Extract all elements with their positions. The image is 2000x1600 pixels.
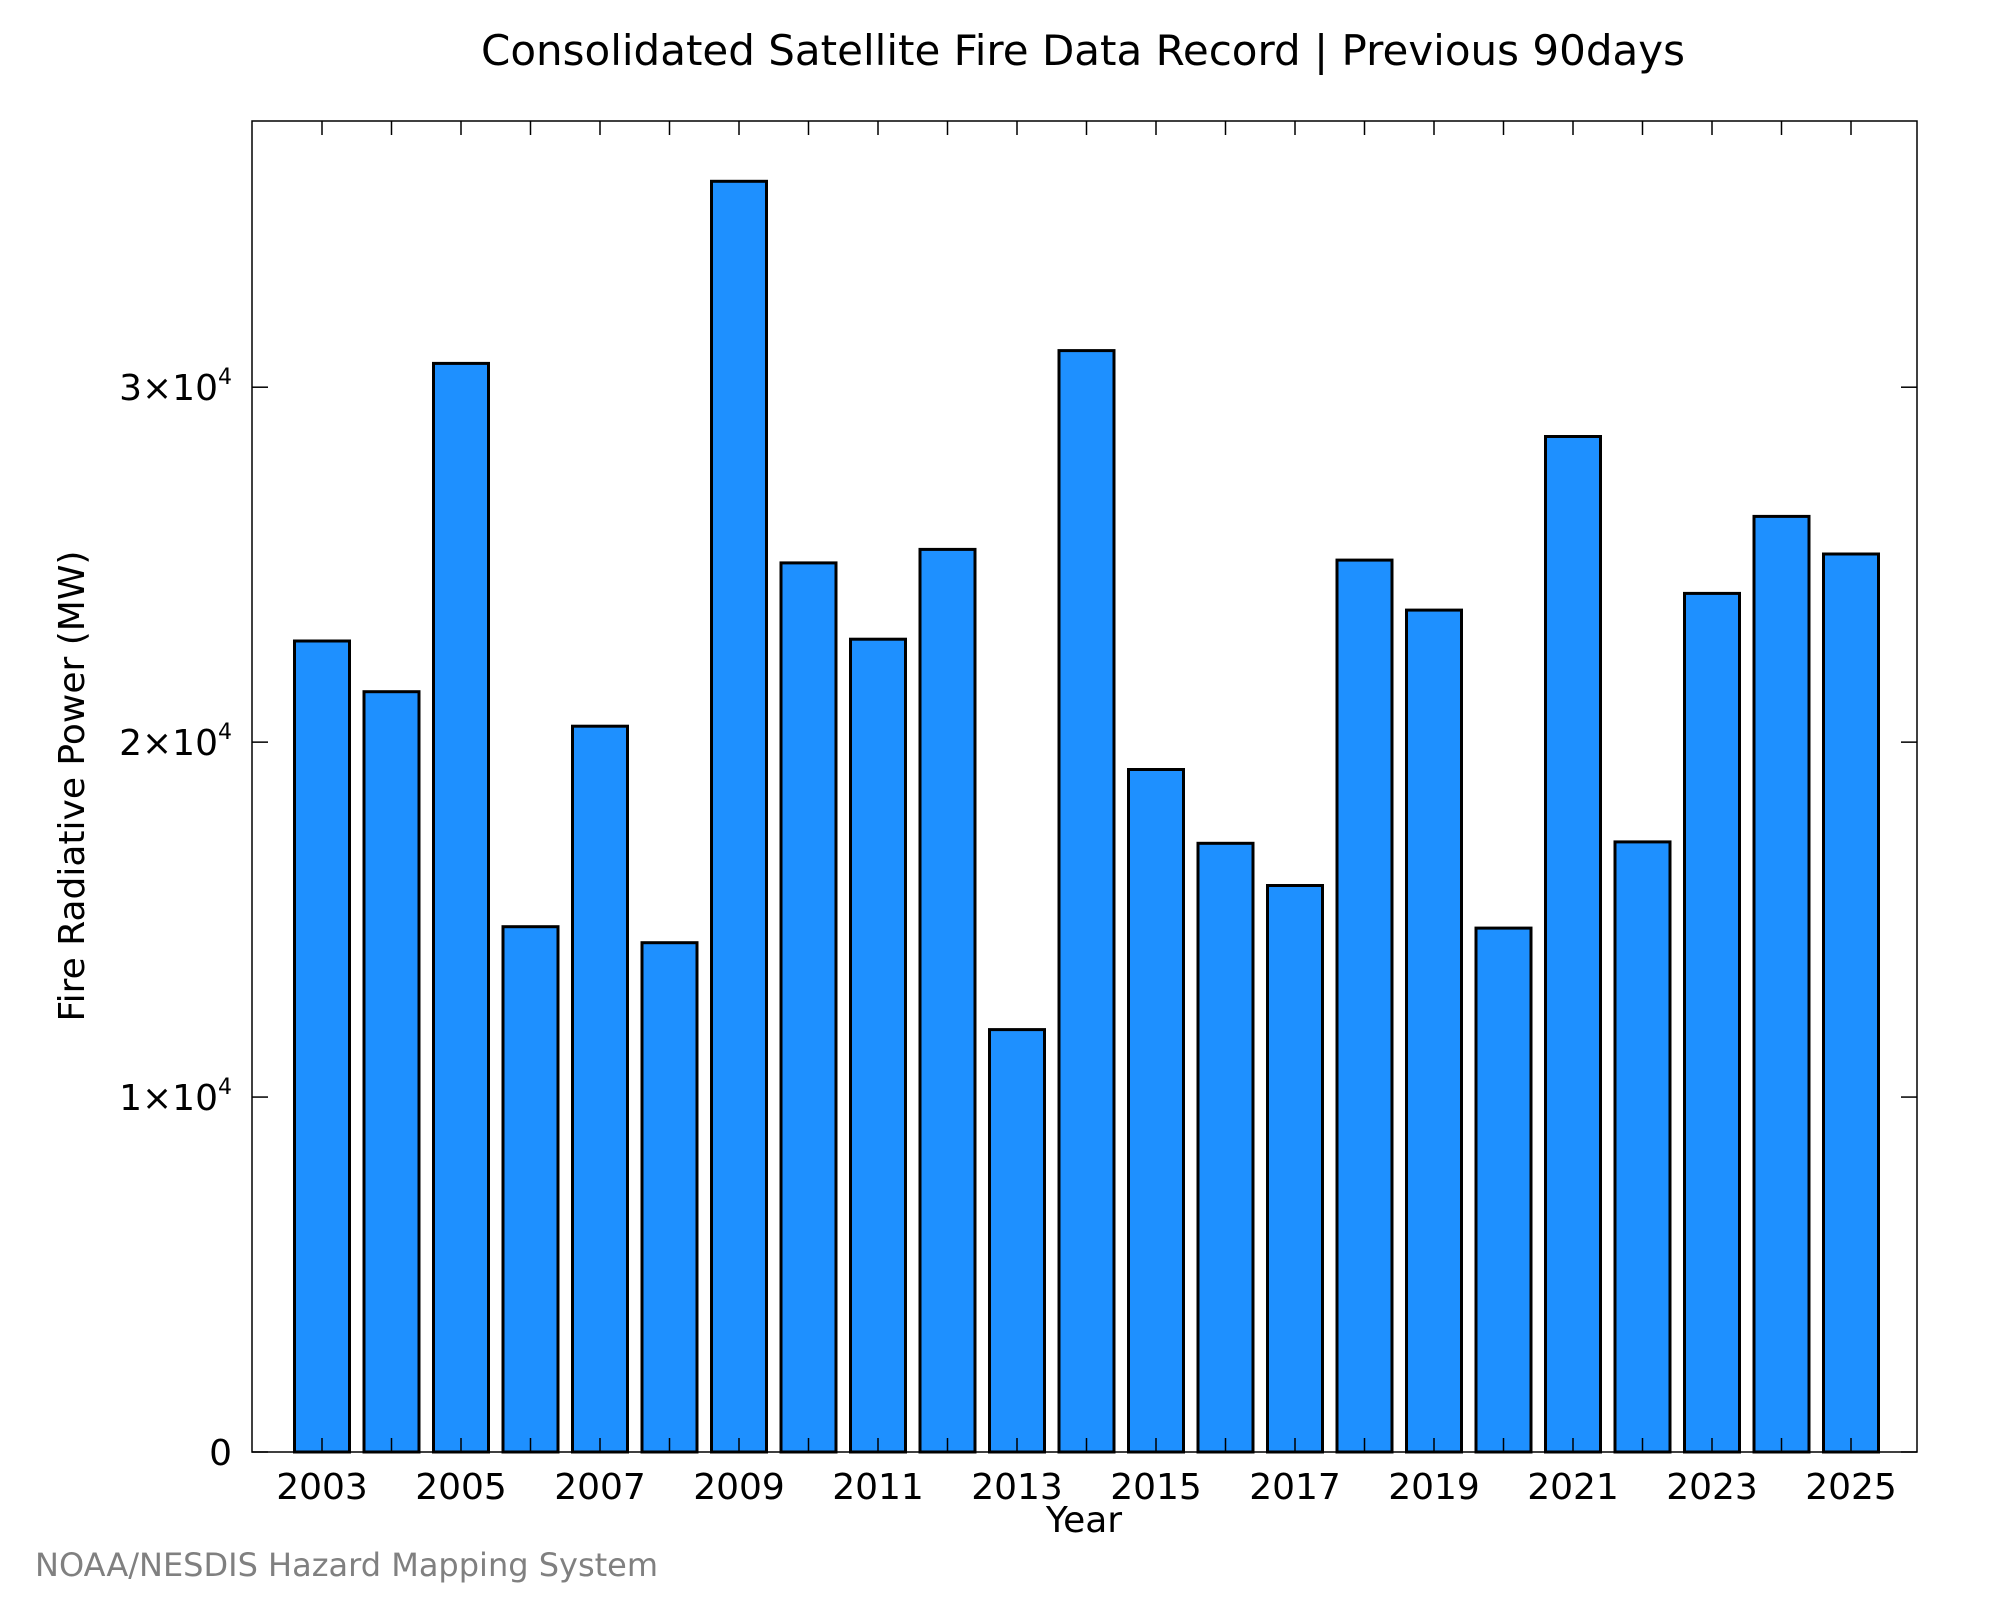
x-tick-label-2011: 2011 <box>832 1467 924 1508</box>
bar-2024 <box>1752 514 1811 1454</box>
bar-2017 <box>1266 884 1324 1454</box>
bar-2007 <box>571 724 629 1454</box>
y-axis-ticks: 0 1×104 2×104 3×104 <box>119 365 1917 1474</box>
bar-2005 <box>432 361 490 1454</box>
bar-2008 <box>640 941 699 1454</box>
x-tick-label-2025: 2025 <box>1805 1467 1897 1508</box>
bars-group <box>293 179 1880 1454</box>
x-axis-label: Year <box>1045 1500 1122 1541</box>
bar-2009 <box>710 179 768 1454</box>
bar-2023 <box>1683 591 1741 1454</box>
bar-2021 <box>1544 435 1602 1454</box>
bar-2015 <box>1127 768 1185 1454</box>
bar-2019 <box>1405 608 1463 1454</box>
x-tick-label-2009: 2009 <box>693 1467 785 1508</box>
x-tick-label-2005: 2005 <box>415 1467 507 1508</box>
x-axis-ticks: 2003 2005 2007 2009 2011 2013 2015 2017 2019 2021… <box>276 121 1897 1508</box>
bar-2025 <box>1822 552 1880 1454</box>
y-axis-label: Fire Radiative Power (MW) <box>52 551 93 1022</box>
x-tick-label-2019: 2019 <box>1388 1467 1480 1508</box>
x-tick-label-2013: 2013 <box>971 1467 1063 1508</box>
bar-2016 <box>1196 841 1255 1454</box>
plot-frame <box>251 120 1918 1453</box>
bar-2018 <box>1335 558 1394 1454</box>
x-tick-label-2021: 2021 <box>1527 1467 1619 1508</box>
bar-2003 <box>293 639 351 1454</box>
x-tick-label-2015: 2015 <box>1110 1467 1202 1508</box>
bar-2004 <box>362 690 421 1454</box>
chart-title: Consolidated Satellite Fire Data Record … <box>481 26 1685 75</box>
bar-2011 <box>849 637 907 1454</box>
x-tick-label-2007: 2007 <box>554 1467 646 1508</box>
bar-2013 <box>988 1028 1046 1454</box>
credit-text: NOAA/NESDIS Hazard Mapping System <box>35 1546 658 1584</box>
bar-2006 <box>501 925 560 1454</box>
bar-2012 <box>918 547 977 1454</box>
x-tick-label-2017: 2017 <box>1249 1467 1341 1508</box>
x-tick-label-2023: 2023 <box>1666 1467 1758 1508</box>
y-tick-label-10000: 1×104 <box>119 1075 232 1119</box>
bar-2014 <box>1057 349 1116 1454</box>
x-tick-label-2003: 2003 <box>276 1467 368 1508</box>
bar-2020 <box>1474 926 1533 1454</box>
bar-2022 <box>1613 840 1672 1454</box>
y-tick-label-20000: 2×104 <box>119 720 232 764</box>
y-tick-label-30000: 3×104 <box>119 365 232 409</box>
bar-2010 <box>779 561 838 1454</box>
y-tick-label-0: 0 <box>209 1433 232 1474</box>
